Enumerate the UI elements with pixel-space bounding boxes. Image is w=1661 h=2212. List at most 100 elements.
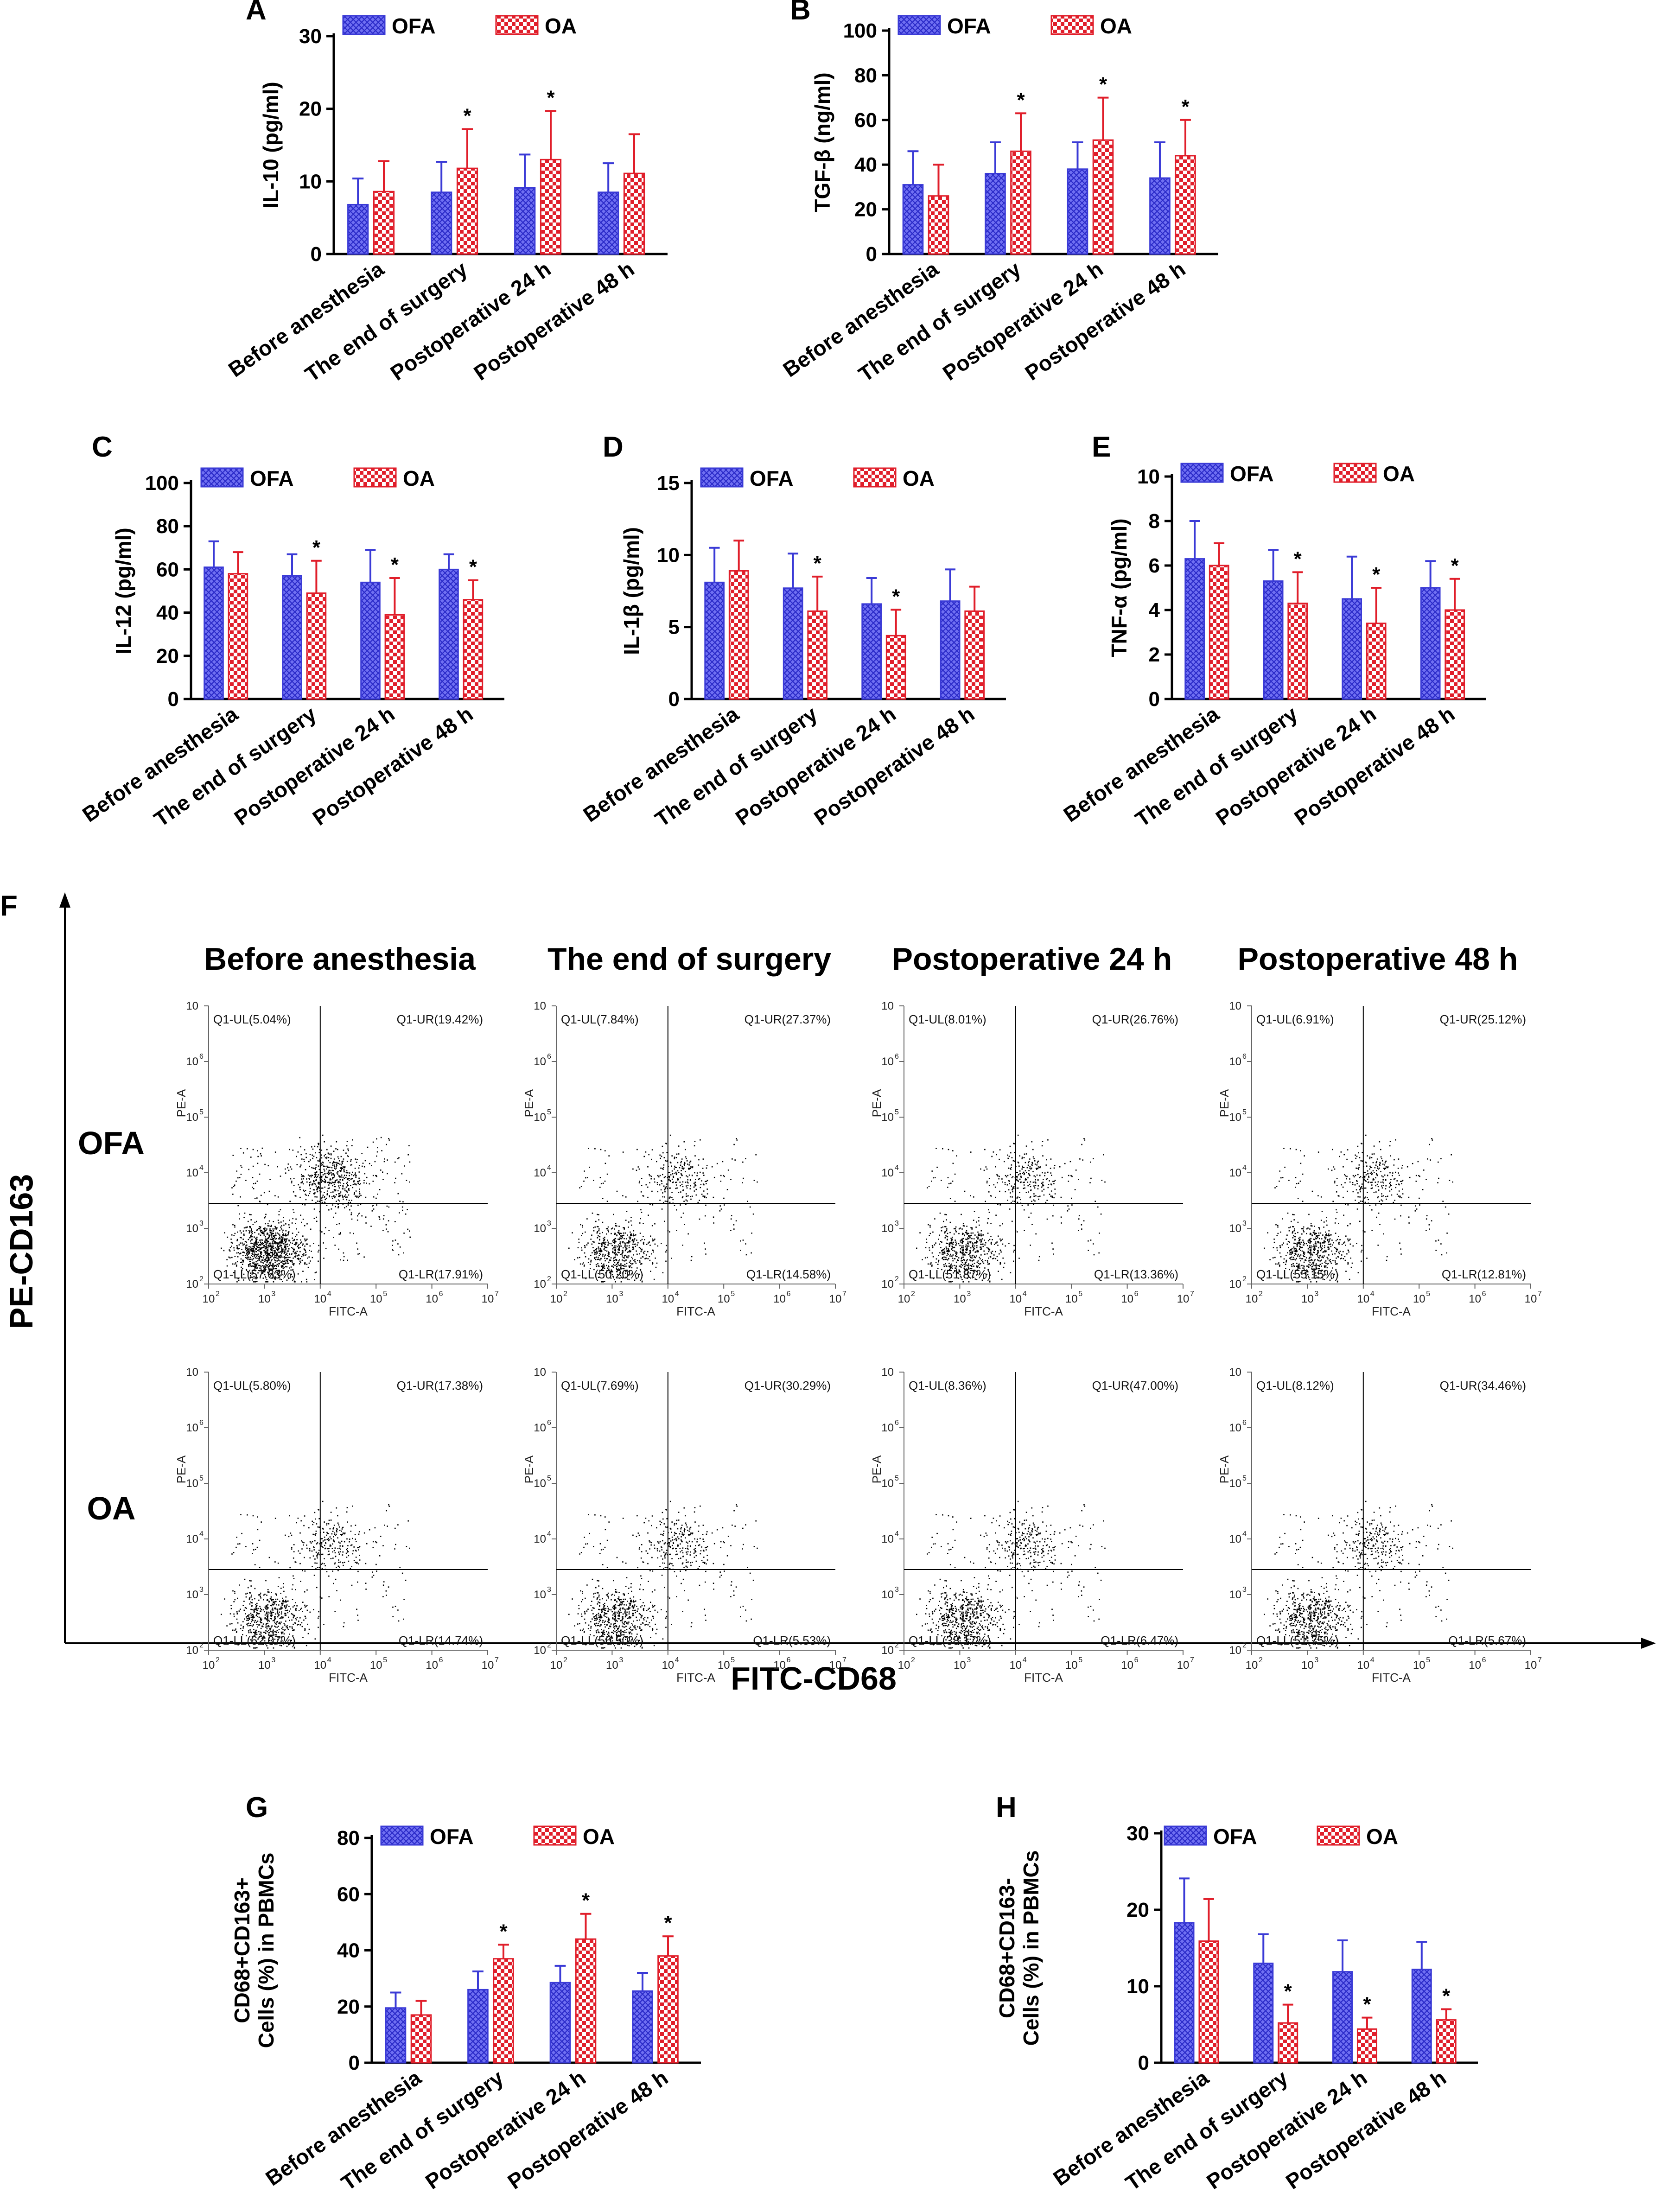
- plot-x-tick-exponent: 5: [1078, 1656, 1082, 1664]
- bar-ofa-the-end-of-surgery: [467, 1989, 489, 2064]
- flow-row-label-oa: OA: [87, 1490, 136, 1526]
- quadrant-ll-label: Q1-LL(51.87%): [909, 1267, 991, 1281]
- flow-cytometry-panel: F PE-CD163 FITC-CD68 Before anesthesia The e…: [0, 890, 1656, 1697]
- flow-plot-ofa-4: 10 210 210 310 310 410 410 510 510 610 610 710FITC-…: [1217, 1000, 1542, 1318]
- plot-x-tick-label: 10: [550, 1659, 563, 1672]
- flow-plot-oa-1: 10 210 210 310 310 410 410 510 510 610 610 710FITC-…: [174, 1366, 499, 1684]
- legend-swatch-ofa: [1164, 1825, 1207, 1846]
- quadrant-ur-label: Q1-UR(25.12%): [1440, 1012, 1526, 1026]
- plot-x-tick-label: 10: [1009, 1659, 1022, 1672]
- plot-x-tick-exponent: 6: [439, 1290, 443, 1298]
- plot-x-axis-label: FITC-A: [329, 1671, 368, 1684]
- bar-oa-the-end-of-surgery: [1010, 150, 1031, 255]
- y-axis-label-line-2: Cells (%) in PBMCs: [254, 1853, 278, 2048]
- plot-y-tick-exponent: 5: [547, 1475, 551, 1482]
- legend-label-oa: OA: [403, 466, 435, 490]
- plot-x-tick-exponent: 3: [1314, 1656, 1318, 1664]
- legend-label-ofa: OFA: [392, 14, 436, 38]
- quadrant-ul-label: Q1-UL(6.91%): [1256, 1012, 1334, 1026]
- flow-plot-oa-3: 10 210 210 310 310 410 410 510 510 610 610 710FITC-…: [870, 1366, 1194, 1684]
- legend-label-oa: OA: [1366, 1824, 1398, 1849]
- flow-row-label-ofa: OFA: [78, 1125, 145, 1161]
- bar-ofa-postoperative-48-h: [1149, 177, 1171, 255]
- plot-x-tick-exponent: 2: [1259, 1290, 1263, 1298]
- bar-ofa-postoperative-24-h: [549, 1982, 571, 2064]
- significance-mark: *: [582, 1889, 590, 1912]
- plot-y-tick-exponent: 2: [199, 1275, 204, 1283]
- plot-x-tick-label: 10: [898, 1293, 910, 1305]
- plot-y-tick-label: 10: [881, 1111, 894, 1124]
- panel-letter: A: [246, 0, 267, 26]
- plot-y-tick-label: 10: [186, 1477, 198, 1490]
- plot-y-tick-exponent: 6: [1242, 1053, 1247, 1061]
- bar-oa-before-anesthesia: [728, 570, 749, 700]
- plot-x-tick-exponent: 2: [1259, 1656, 1263, 1664]
- plot-y-tick-label: 10: [881, 1167, 894, 1179]
- y-tick-label: 2: [1149, 643, 1160, 666]
- bar-oa-before-anesthesia: [373, 191, 395, 255]
- significance-mark: *: [312, 536, 321, 559]
- bar-oa-the-end-of-surgery: [1278, 2022, 1298, 2064]
- plot-y-tick-label: 10: [534, 1589, 546, 1601]
- plot-x-tick-exponent: 5: [731, 1290, 735, 1298]
- plot-x-tick-exponent: 3: [271, 1656, 275, 1664]
- plot-x-tick-label: 10: [426, 1293, 438, 1305]
- plot-x-tick-exponent: 5: [1078, 1290, 1082, 1298]
- y-axis-label: IL-1β (pg/ml): [619, 527, 643, 655]
- plot-x-tick-label: 10: [898, 1659, 910, 1672]
- plot-x-tick-exponent: 2: [563, 1656, 567, 1664]
- legend-label-ofa: OFA: [1213, 1824, 1257, 1849]
- bar-ofa-postoperative-24-h: [1342, 598, 1362, 700]
- plot-y-tick-label: 10: [186, 1366, 198, 1379]
- plot-y-tick-label: 10: [186, 1422, 198, 1434]
- plot-y-tick-exponent: 3: [1242, 1586, 1247, 1594]
- plot-y-axis-label: PE-A: [522, 1455, 536, 1483]
- legend-label-oa: OA: [583, 1824, 615, 1849]
- flow-plot-oa-2: 10 210 210 310 310 410 410 510 510 610 610 710FITC-…: [522, 1366, 846, 1684]
- plot-y-tick-label: 10: [1229, 1533, 1241, 1545]
- significance-mark: *: [1181, 95, 1190, 118]
- y-tick-label: 20: [299, 98, 322, 121]
- bar-oa-postoperative-48-h: [1436, 2019, 1457, 2064]
- y-axis-label: TNF-α (pg/ml): [1107, 518, 1131, 657]
- flow-column-title: Postoperative 48 h: [1238, 941, 1518, 977]
- plot-y-tick-exponent: 3: [547, 1220, 551, 1227]
- scatter-events: [1264, 1500, 1453, 1649]
- significance-mark: *: [814, 552, 822, 575]
- y-tick-label: 20: [156, 645, 179, 667]
- plot-y-tick-exponent: 3: [895, 1586, 899, 1594]
- y-axis-label: IL-12 (pg/ml): [111, 528, 135, 654]
- y-tick-label: 30: [299, 25, 322, 48]
- legend-swatch-oa: [495, 15, 539, 35]
- panel-letter: G: [246, 1792, 268, 1824]
- bar-ofa-postoperative-48-h: [1420, 587, 1441, 700]
- plot-y-tick-exponent: 5: [895, 1108, 899, 1116]
- bar-ofa-postoperative-24-h: [360, 581, 381, 700]
- plot-y-tick-label: 10: [881, 1222, 894, 1235]
- plot-y-tick-exponent: 5: [547, 1108, 551, 1116]
- scatter-events: [568, 1500, 758, 1649]
- bar-ofa-before-anesthesia: [902, 184, 924, 255]
- plot-x-tick-exponent: 6: [1134, 1290, 1139, 1298]
- plot-y-tick-exponent: 2: [1242, 1275, 1247, 1283]
- plot-x-tick-exponent: 4: [1023, 1656, 1027, 1664]
- chart-panel-g: G 0 20 40 60 80 CD68+CD163+ Cells (%) in PBMCs O…: [230, 1792, 701, 2195]
- plot-x-tick-label: 10: [1009, 1293, 1022, 1305]
- plot-x-tick-label: 10: [426, 1659, 438, 1672]
- y-tick-label: 0: [1138, 2052, 1149, 2074]
- bar-ofa-before-anesthesia: [704, 581, 725, 700]
- plot-x-tick-exponent: 4: [675, 1290, 679, 1298]
- plot-y-tick-label: 10: [881, 1422, 894, 1434]
- plot-x-tick-exponent: 4: [675, 1656, 679, 1664]
- plot-y-tick-label: 10: [534, 1533, 546, 1545]
- bar-oa-postoperative-48-h: [1445, 609, 1465, 700]
- plot-x-tick-label: 10: [1065, 1659, 1078, 1672]
- quadrant-ll-label: Q1-LL(62.07%): [213, 1634, 296, 1647]
- legend-label-oa: OA: [1383, 462, 1415, 486]
- plot-x-tick-exponent: 6: [439, 1656, 443, 1664]
- plot-y-tick-label: 10: [186, 1167, 198, 1179]
- y-tick-label: 20: [1126, 1899, 1149, 1921]
